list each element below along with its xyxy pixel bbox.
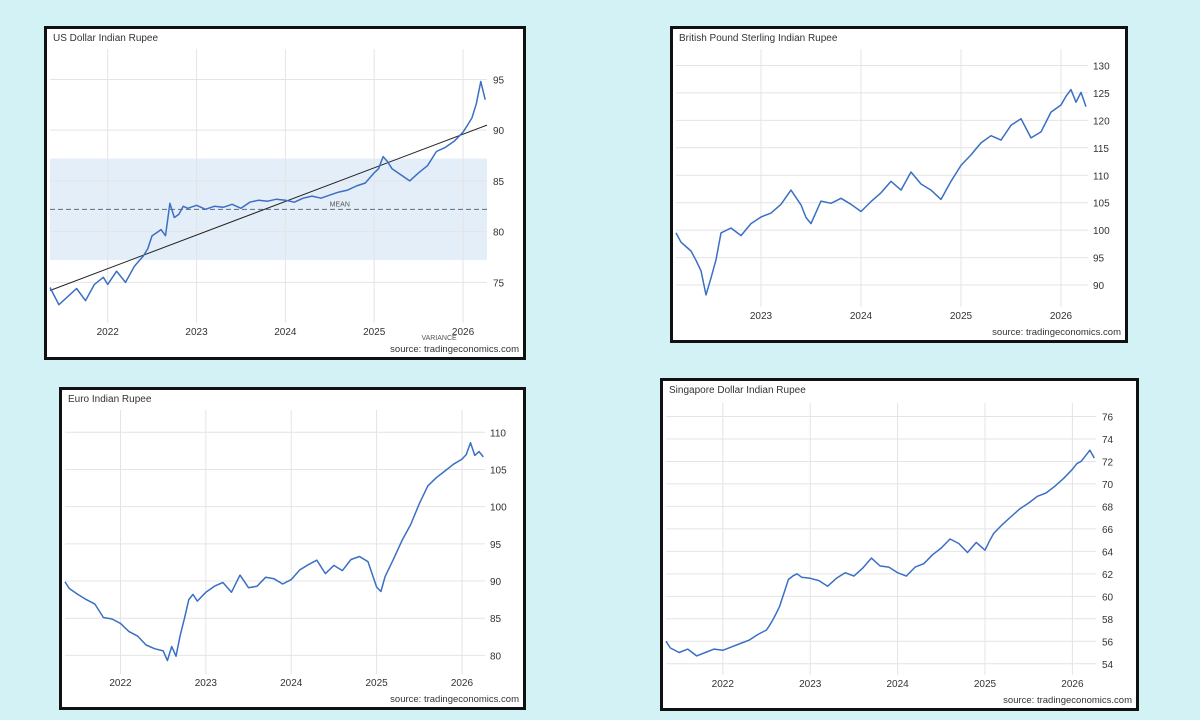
y-tick-label: 100	[490, 503, 507, 514]
y-tick-label: 100	[1093, 226, 1110, 237]
x-tick-label: 2025	[950, 311, 973, 322]
y-tick-label: 56	[1102, 637, 1114, 648]
series-line	[675, 88, 1087, 296]
trend-line	[49, 124, 488, 291]
y-tick-label: 95	[1093, 254, 1105, 265]
variance-label: VARIANCE	[421, 335, 457, 342]
y-tick-label: 95	[490, 540, 502, 551]
y-tick-label: 70	[1102, 480, 1114, 491]
y-tick-label: 76	[1102, 412, 1114, 423]
y-tick-label: 90	[490, 577, 502, 588]
x-tick-label: 2026	[451, 678, 474, 689]
chart-title: Singapore Dollar Indian Rupee	[669, 385, 806, 396]
series-line	[64, 441, 484, 662]
source-label: source: tradingeconomics.com	[390, 694, 519, 705]
y-tick-label: 62	[1102, 570, 1114, 581]
x-tick-label: 2025	[365, 678, 388, 689]
x-tick-label: 2026	[452, 327, 475, 338]
x-tick-label: 2022	[97, 327, 120, 338]
chart-svg-usd-inr: 75 80 85 90 95 2022 2023 2024 2025 2026 MEAN VARIAN…	[49, 49, 505, 342]
series-line	[665, 449, 1095, 657]
y-tick-label: 66	[1102, 525, 1114, 536]
y-tick-label: 68	[1102, 502, 1114, 513]
y-tick-label: 105	[1093, 199, 1110, 210]
y-tick-label: 110	[490, 428, 506, 439]
y-tick-label: 58	[1102, 615, 1114, 626]
chart-title: British Pound Sterling Indian Rupee	[679, 33, 838, 44]
chart-panel-sgd-inr: 54 56 58 60 62 64 66 68 70 72 74 76 2022 2023 2024 2025…	[660, 378, 1139, 711]
series-line	[49, 80, 486, 306]
y-tick-label: 85	[493, 177, 505, 188]
chart-svg-sgd-inr: 54 56 58 60 62 64 66 68 70 72 74 76 2022 2023 2024 2025…	[665, 403, 1114, 690]
chart-svg-gbp-inr: 90 95 100 105 110 115 120 125 130 2023 2024 2025 202…	[675, 49, 1110, 322]
x-tick-label: 2022	[712, 679, 735, 690]
mean-label: MEAN	[330, 201, 350, 208]
y-tick-label: 90	[493, 126, 505, 137]
y-tick-label: 64	[1102, 547, 1114, 558]
x-tick-label: 2023	[799, 679, 822, 690]
x-tick-label: 2022	[109, 678, 132, 689]
y-tick-label: 75	[493, 278, 505, 289]
chart-panel-gbp-inr: 90 95 100 105 110 115 120 125 130 2023 2024 2025 202…	[670, 26, 1128, 343]
y-tick-label: 54	[1102, 660, 1114, 671]
x-tick-label: 2023	[750, 311, 773, 322]
y-tick-label: 80	[493, 228, 505, 239]
y-tick-label: 72	[1102, 457, 1114, 468]
y-tick-label: 115	[1093, 144, 1109, 155]
y-tick-label: 90	[1093, 281, 1105, 292]
chart-title: Euro Indian Rupee	[68, 394, 152, 405]
x-tick-label: 2025	[363, 327, 386, 338]
chart-panel-eur-inr: 80 85 90 95 100 105 110 2022 2023 2024 2025 2026 Eu…	[59, 387, 526, 710]
x-tick-label: 2024	[886, 679, 909, 690]
y-tick-label: 130	[1093, 61, 1110, 72]
y-tick-label: 80	[490, 651, 502, 662]
y-tick-label: 60	[1102, 592, 1114, 603]
chart-svg-eur-inr: 80 85 90 95 100 105 110 2022 2023 2024 2025 2026	[64, 410, 507, 689]
y-tick-label: 85	[490, 614, 502, 625]
y-tick-label: 120	[1093, 116, 1110, 127]
y-tick-label: 110	[1093, 171, 1109, 182]
y-tick-label: 95	[493, 75, 505, 86]
x-tick-label: 2026	[1061, 679, 1084, 690]
source-label: source: tradingeconomics.com	[390, 344, 519, 355]
x-tick-label: 2024	[274, 327, 297, 338]
y-tick-label: 125	[1093, 89, 1110, 100]
y-tick-label: 105	[490, 465, 507, 476]
x-tick-label: 2025	[974, 679, 997, 690]
x-tick-label: 2026	[1050, 311, 1073, 322]
y-tick-label: 74	[1102, 435, 1114, 446]
chart-panel-usd-inr: 75 80 85 90 95 2022 2023 2024 2025 2026 MEAN VARIAN…	[44, 26, 526, 360]
source-label: source: tradingeconomics.com	[992, 327, 1121, 338]
source-label: source: tradingeconomics.com	[1003, 695, 1132, 706]
x-tick-label: 2023	[195, 678, 218, 689]
x-tick-label: 2023	[185, 327, 208, 338]
x-tick-label: 2024	[850, 311, 873, 322]
chart-title: US Dollar Indian Rupee	[53, 33, 159, 44]
x-tick-label: 2024	[280, 678, 303, 689]
